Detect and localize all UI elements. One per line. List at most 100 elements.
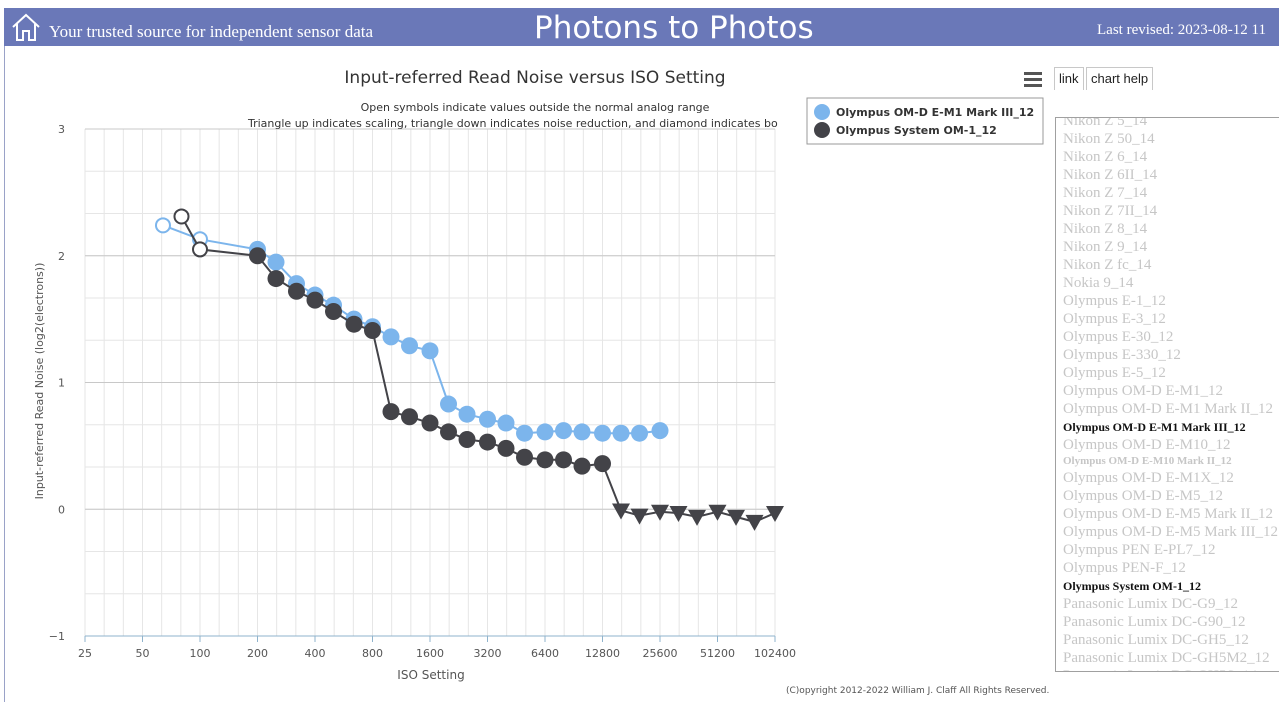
- camera-list-item[interactable]: Olympus System OM-1_12: [1063, 579, 1201, 593]
- site-tagline: Your trusted source for independent sens…: [49, 22, 374, 41]
- x-tick-label: 100: [190, 647, 211, 660]
- data-point: [497, 414, 515, 432]
- y-tick-label: 2: [58, 250, 65, 263]
- data-point: [612, 424, 630, 442]
- series-em1-mark-iii: [154, 217, 669, 442]
- x-tick-label: 50: [136, 647, 150, 660]
- camera-list-item[interactable]: Olympus E-330_12: [1063, 347, 1181, 363]
- link-button[interactable]: link: [1054, 67, 1084, 90]
- chart-axes: −1 0 1 2 3 25 50 100 200 400 800 1600 3200 6400 12800 2…: [49, 123, 796, 660]
- series-om1: [173, 208, 784, 531]
- x-tick-label: 3200: [474, 647, 502, 660]
- camera-list-item[interactable]: Nokia 9_14: [1063, 275, 1134, 291]
- site-header: Your trusted source for independent sens…: [4, 8, 1279, 46]
- copyright-notice: (C)opyright 2012-2022 William J. Claff A…: [786, 686, 1050, 696]
- data-point: [573, 457, 591, 475]
- camera-list-item[interactable]: Panasonic Lumix DC-GH5_12: [1063, 632, 1249, 648]
- camera-select-list[interactable]: Nikon Z 5_14 Nikon Z 50_14 Nikon Z 6_14 Nik…: [1055, 117, 1279, 672]
- home-icon[interactable]: [10, 11, 42, 43]
- camera-list-item[interactable]: Nikon Z 7II_14: [1063, 203, 1158, 219]
- camera-list-item[interactable]: Olympus OM-D E-M5 Mark II_12: [1063, 506, 1273, 522]
- y-tick-label: −1: [49, 630, 65, 643]
- data-point: [325, 303, 343, 321]
- chart-subtitle-line-2: Triangle up indicates scaling, triangle …: [247, 117, 778, 130]
- data-point: [287, 282, 305, 300]
- data-point: [249, 247, 266, 265]
- data-point: [267, 270, 285, 288]
- legend-label-em1-mark-iii[interactable]: Olympus OM-D E-M1 Mark III_12: [836, 106, 1034, 119]
- data-point-triangle-down: [669, 506, 688, 523]
- camera-list-item[interactable]: Olympus OM-D E-M1 Mark II_12: [1063, 401, 1273, 417]
- data-point-triangle-down: [766, 506, 784, 523]
- camera-list-item[interactable]: Olympus OM-D E-M10_12: [1063, 437, 1231, 453]
- data-point-open: [173, 208, 190, 225]
- chart-menu-icon[interactable]: [1022, 70, 1044, 90]
- camera-list-item[interactable]: Olympus PEN E-PL7_12: [1063, 542, 1216, 558]
- camera-list-item[interactable]: Olympus OM-D E-M1 Mark III_12: [1063, 420, 1246, 434]
- camera-list-item[interactable]: Nikon Z 6II_14: [1063, 167, 1158, 183]
- chart-grid: [84, 128, 776, 637]
- chart-series: [154, 208, 784, 531]
- camera-list-item[interactable]: Olympus OM-D E-M5_12: [1063, 488, 1223, 504]
- legend-marker-om1: [814, 122, 830, 138]
- y-axis-label: Input-referred Read Noise (log2(electron…: [33, 263, 46, 500]
- camera-list-item[interactable]: Olympus OM-D E-M10 Mark II_12: [1063, 455, 1232, 467]
- camera-list-item[interactable]: Nikon Z 6_14: [1063, 149, 1148, 165]
- x-tick-label: 1600: [416, 647, 444, 660]
- camera-list-item[interactable]: Nikon Z fc_14: [1063, 257, 1152, 273]
- data-point: [536, 423, 554, 441]
- data-point: [594, 424, 611, 442]
- data-point: [440, 395, 458, 413]
- camera-list-item[interactable]: Nikon Z 7_14: [1063, 185, 1148, 201]
- camera-list-item[interactable]: Panasonic Lumix DC-GH5M2_12: [1063, 650, 1270, 666]
- camera-list-item[interactable]: Olympus E-5_12: [1063, 365, 1166, 381]
- camera-list-item[interactable]: Olympus E-3_12: [1063, 311, 1166, 327]
- y-tick-label: 1: [58, 377, 65, 390]
- camera-list-item[interactable]: Nikon Z 8_14: [1063, 221, 1148, 237]
- data-point-triangle-down: [688, 509, 707, 526]
- data-point: [573, 423, 591, 441]
- data-point: [555, 451, 573, 469]
- x-tick-label: 102400: [754, 647, 796, 660]
- data-point: [458, 405, 476, 423]
- legend-label-om1[interactable]: Olympus System OM-1_12: [836, 124, 997, 137]
- camera-list-item[interactable]: Panasonic Lumix DC-GH5S_14: [1063, 667, 1279, 671]
- camera-list-item[interactable]: Panasonic Lumix DC-G9_12: [1063, 596, 1238, 612]
- camera-list-item[interactable]: Nikon Z 5_14: [1063, 117, 1148, 129]
- chart-help-button[interactable]: chart help: [1086, 67, 1154, 90]
- camera-list-item[interactable]: Olympus OM-D E-M1_12: [1063, 383, 1223, 399]
- x-tick-label: 25600: [643, 647, 678, 660]
- camera-list-item[interactable]: Panasonic Lumix DC-G90_12: [1063, 614, 1246, 630]
- data-point: [382, 328, 400, 346]
- y-tick-label: 3: [58, 123, 65, 136]
- data-point: [382, 403, 400, 421]
- x-tick-label: 12800: [585, 647, 620, 660]
- data-point: [458, 431, 476, 449]
- data-point: [306, 291, 324, 309]
- camera-list-item[interactable]: Olympus OM-D E-M5 Mark III_12: [1063, 524, 1278, 540]
- data-point: [516, 424, 534, 442]
- page-border: [4, 46, 5, 702]
- camera-list-item[interactable]: Olympus OM-D E-M1X_12: [1063, 470, 1234, 486]
- site-title[interactable]: Photons to Photos: [534, 10, 814, 46]
- camera-list-item[interactable]: Nikon Z 50_14: [1063, 131, 1155, 147]
- x-axis-label: ISO Setting: [397, 668, 464, 682]
- last-revised-date: Last revised: 2023-08-12 11: [1097, 22, 1266, 38]
- camera-list-item[interactable]: Olympus E-30_12: [1063, 329, 1174, 345]
- camera-list-item[interactable]: Olympus PEN-F_12: [1063, 560, 1186, 576]
- x-tick-label: 800: [362, 647, 383, 660]
- camera-list-items: Nikon Z 5_14 Nikon Z 50_14 Nikon Z 6_14 Nik…: [1063, 117, 1279, 671]
- chart-legend[interactable]: Olympus OM-D E-M1 Mark III_12 Olympus Sy…: [806, 97, 1044, 145]
- data-point: [516, 448, 534, 466]
- data-point-triangle-down: [708, 504, 727, 521]
- camera-list-item[interactable]: Olympus E-1_12: [1063, 293, 1166, 309]
- data-point: [401, 337, 419, 355]
- data-point: [479, 410, 496, 428]
- data-point: [497, 439, 515, 457]
- x-tick-label: 400: [305, 647, 326, 660]
- data-point: [421, 414, 439, 432]
- data-point-triangle-down: [727, 509, 746, 526]
- camera-list-item[interactable]: Nikon Z 9_14: [1063, 239, 1148, 255]
- data-point: [479, 433, 496, 451]
- data-point: [555, 422, 573, 440]
